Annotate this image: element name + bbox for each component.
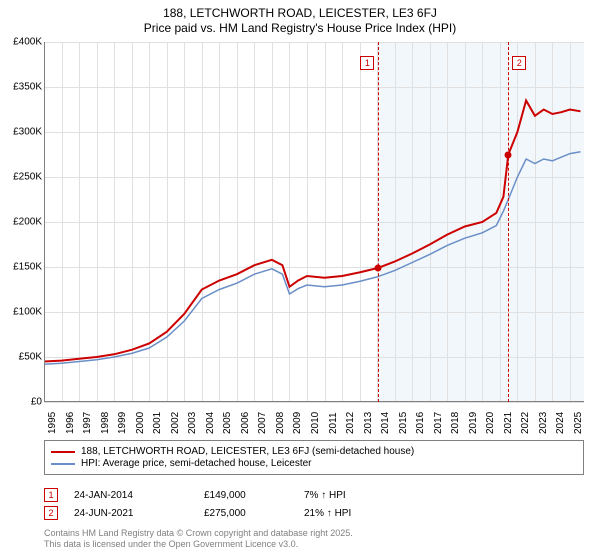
x-tick-label: 2004: [205, 412, 216, 434]
sale-dot: [375, 264, 382, 271]
x-tick-label: 2015: [398, 412, 409, 434]
x-tick-label: 2021: [503, 412, 514, 434]
y-tick-label: £250K: [2, 172, 42, 183]
sale-marker-badge: 1: [44, 488, 58, 502]
x-tick-label: 2012: [345, 412, 356, 434]
sale-row: 1 24-JAN-2014£149,0007% ↑ HPI: [44, 486, 384, 504]
y-tick-label: £0: [2, 397, 42, 408]
x-tick-label: 1997: [82, 412, 93, 434]
y-tick-label: £150K: [2, 262, 42, 273]
x-tick-label: 2009: [292, 412, 303, 434]
sale-dot: [505, 151, 512, 158]
x-tick-label: 2013: [363, 412, 374, 434]
x-tick-label: 2020: [485, 412, 496, 434]
title-block: 188, LETCHWORTH ROAD, LEICESTER, LE3 6FJ…: [0, 0, 600, 35]
sale-marker-line: [508, 42, 509, 402]
x-tick-label: 1999: [117, 412, 128, 434]
sale-price: £149,000: [204, 490, 304, 501]
y-tick-label: £350K: [2, 82, 42, 93]
sale-marker-badge: 2: [512, 56, 526, 70]
x-tick-label: 2010: [310, 412, 321, 434]
x-tick-label: 2016: [415, 412, 426, 434]
legend-swatch: [51, 451, 75, 453]
sale-marker-badge: 2: [44, 506, 58, 520]
x-tick-label: 2006: [240, 412, 251, 434]
x-tick-label: 2002: [170, 412, 181, 434]
series-line: [44, 152, 581, 364]
gridline-h: [44, 402, 584, 403]
footer-line-2: This data is licensed under the Open Gov…: [44, 539, 353, 550]
x-tick-label: 2023: [538, 412, 549, 434]
x-tick-label: 2017: [433, 412, 444, 434]
sale-marker-badge: 1: [360, 56, 374, 70]
y-tick-label: £300K: [2, 127, 42, 138]
x-tick-label: 2022: [520, 412, 531, 434]
x-tick-label: 2005: [222, 412, 233, 434]
sale-marker-line: [378, 42, 379, 402]
footer-attribution: Contains HM Land Registry data © Crown c…: [44, 528, 353, 551]
y-tick-label: £50K: [2, 352, 42, 363]
sale-pct-vs-hpi: 7% ↑ HPI: [304, 490, 384, 501]
x-tick-label: 2018: [450, 412, 461, 434]
x-tick-label: 2007: [257, 412, 268, 434]
sale-row: 2 24-JUN-2021£275,00021% ↑ HPI: [44, 504, 384, 522]
footer-line-1: Contains HM Land Registry data © Crown c…: [44, 528, 353, 539]
chart-area: 12 £0£50K£100K£150K£200K£250K£300K£350K£…: [44, 42, 584, 402]
x-tick-label: 1996: [65, 412, 76, 434]
sale-date: 24-JUN-2021: [74, 508, 204, 519]
legend-label: 188, LETCHWORTH ROAD, LEICESTER, LE3 6FJ…: [81, 446, 414, 457]
x-tick-label: 1995: [47, 412, 58, 434]
x-tick-label: 2025: [573, 412, 584, 434]
series-line: [44, 101, 581, 362]
x-tick-label: 2000: [135, 412, 146, 434]
x-tick-label: 2024: [555, 412, 566, 434]
sale-date: 24-JAN-2014: [74, 490, 204, 501]
legend-swatch: [51, 463, 75, 465]
x-tick-label: 2011: [328, 412, 339, 434]
x-tick-label: 2019: [468, 412, 479, 434]
chart-title: 188, LETCHWORTH ROAD, LEICESTER, LE3 6FJ: [0, 6, 600, 20]
x-tick-label: 2003: [187, 412, 198, 434]
y-tick-label: £100K: [2, 307, 42, 318]
chart-subtitle: Price paid vs. HM Land Registry's House …: [0, 21, 600, 35]
y-tick-label: £200K: [2, 217, 42, 228]
sale-pct-vs-hpi: 21% ↑ HPI: [304, 508, 384, 519]
x-tick-label: 2014: [380, 412, 391, 434]
legend: 188, LETCHWORTH ROAD, LEICESTER, LE3 6FJ…: [44, 440, 584, 475]
x-tick-label: 1998: [100, 412, 111, 434]
y-tick-label: £400K: [2, 37, 42, 48]
x-tick-label: 2008: [275, 412, 286, 434]
x-tick-label: 2001: [152, 412, 163, 434]
legend-label: HPI: Average price, semi-detached house,…: [81, 458, 312, 469]
legend-item: 188, LETCHWORTH ROAD, LEICESTER, LE3 6FJ…: [51, 446, 577, 457]
sale-price: £275,000: [204, 508, 304, 519]
legend-item: HPI: Average price, semi-detached house,…: [51, 458, 577, 469]
sales-table: 1 24-JAN-2014£149,0007% ↑ HPI 2 24-JUN-2021…: [44, 486, 384, 522]
plot-region: 12: [44, 42, 584, 402]
line-series-svg: [44, 42, 584, 402]
chart-container: 188, LETCHWORTH ROAD, LEICESTER, LE3 6FJ…: [0, 0, 600, 560]
